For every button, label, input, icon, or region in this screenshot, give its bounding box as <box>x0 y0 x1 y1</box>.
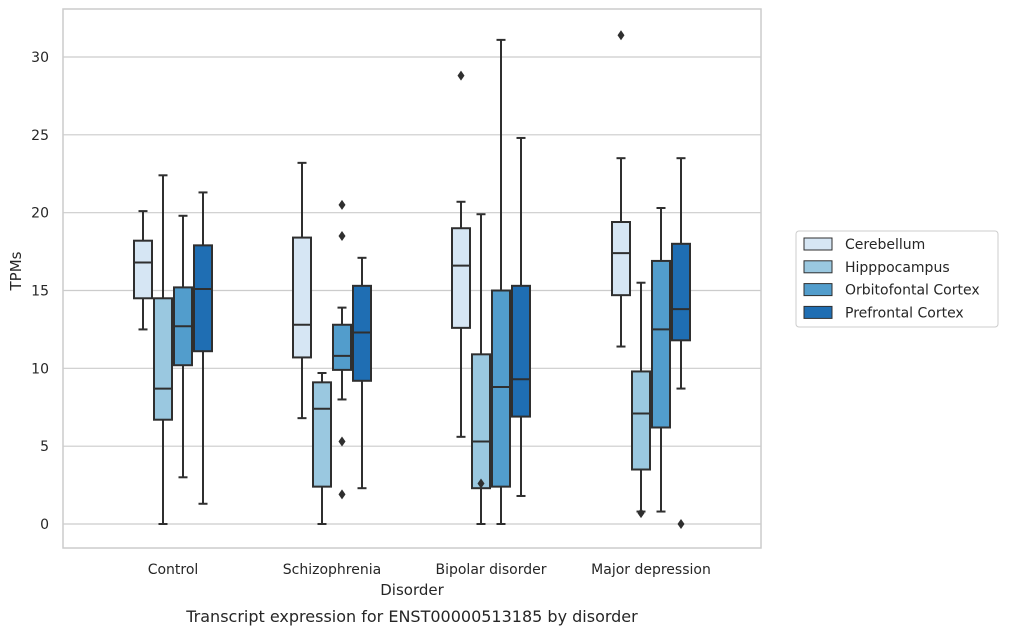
legend-label: Hipppocampus <box>845 260 950 276</box>
box-body <box>133 239 153 300</box>
legend-swatch <box>803 237 833 251</box>
plot-frame <box>62 8 762 549</box>
series-prefrontal-cortex <box>193 136 691 529</box>
y-tick-label: 10 <box>31 361 49 377</box>
x-tick-label: Control <box>148 562 199 578</box>
box-body <box>671 242 691 342</box>
outlier-marker <box>637 508 645 519</box>
legend-swatch <box>803 260 833 274</box>
box-body <box>471 353 491 490</box>
x-axis-label: Disorder <box>380 581 444 599</box>
box-body <box>292 236 312 359</box>
y-tick-label: 15 <box>31 284 49 300</box>
box-plot-series <box>133 30 691 529</box>
box-mark <box>173 214 193 479</box>
legend-label: Prefrontal Cortex <box>845 305 964 321</box>
box-mark <box>651 206 671 513</box>
outlier-marker <box>457 70 465 81</box>
legend: Cerebellum Hipppocampus Orbitofontal Corte… <box>795 230 999 328</box>
y-tick-label: 20 <box>31 206 49 222</box>
series-cerebellum <box>133 30 631 438</box>
legend-label: Orbitofontal Cortex <box>845 283 980 299</box>
box-mark <box>451 70 471 438</box>
box-mark <box>292 161 312 420</box>
legend-item: Hipppocampus <box>803 260 950 276</box>
box-mark <box>511 136 531 497</box>
y-tick-label: 30 <box>31 50 49 66</box>
box-mark <box>352 256 372 490</box>
series-orbitofontal-cortex <box>173 38 671 525</box>
box-body <box>511 284 531 418</box>
box-mark <box>471 213 491 525</box>
x-tick-label: Major depression <box>591 562 711 578</box>
box-body <box>491 289 511 488</box>
legend-frame <box>795 230 999 328</box>
box-body <box>332 323 352 371</box>
box-body <box>312 381 332 488</box>
box-mark <box>611 30 631 348</box>
box-mark <box>133 210 153 331</box>
y-tick-label: 25 <box>31 128 49 144</box>
x-axis-ticks: Control Schizophrenia Bipolar disorder Majo… <box>148 562 711 578</box>
outlier-marker <box>338 231 346 242</box>
legend-item: Cerebellum <box>803 237 925 253</box>
box-mark <box>153 174 173 525</box>
box-mark <box>312 372 332 525</box>
outlier-marker <box>338 436 346 447</box>
box-body <box>193 244 213 353</box>
box-mark <box>671 157 691 529</box>
box-mark <box>193 191 213 505</box>
box-mark <box>332 199 352 500</box>
box-body <box>611 221 631 297</box>
x-tick-label: Bipolar disorder <box>435 562 546 578</box>
y-axis-ticks: 0 5 10 15 20 25 30 <box>31 50 49 533</box>
outlier-marker <box>617 30 625 41</box>
legend-swatch <box>803 305 833 319</box>
box-mark <box>491 38 511 525</box>
series-hipppocampus <box>153 174 651 525</box>
legend-item: Prefrontal Cortex <box>803 305 964 321</box>
y-tick-label: 5 <box>40 439 49 455</box>
outlier-marker <box>477 478 485 489</box>
figure-caption: Transcript expression for ENST0000051318… <box>185 607 638 626</box>
box-body <box>651 259 671 429</box>
box-mark <box>631 281 651 519</box>
box-body <box>153 297 173 421</box>
legend-item: Orbitofontal Cortex <box>803 283 980 299</box>
y-axis-label: TPMs <box>7 251 25 291</box>
outlier-marker <box>338 489 346 500</box>
y-tick-label: 0 <box>40 517 49 533</box>
legend-swatch <box>803 283 833 297</box>
box-body <box>451 227 471 329</box>
outlier-marker <box>677 519 685 529</box>
outlier-marker <box>338 199 346 210</box>
legend-label: Cerebellum <box>845 237 925 253</box>
box-body <box>631 370 651 471</box>
x-tick-label: Schizophrenia <box>283 562 381 578</box>
